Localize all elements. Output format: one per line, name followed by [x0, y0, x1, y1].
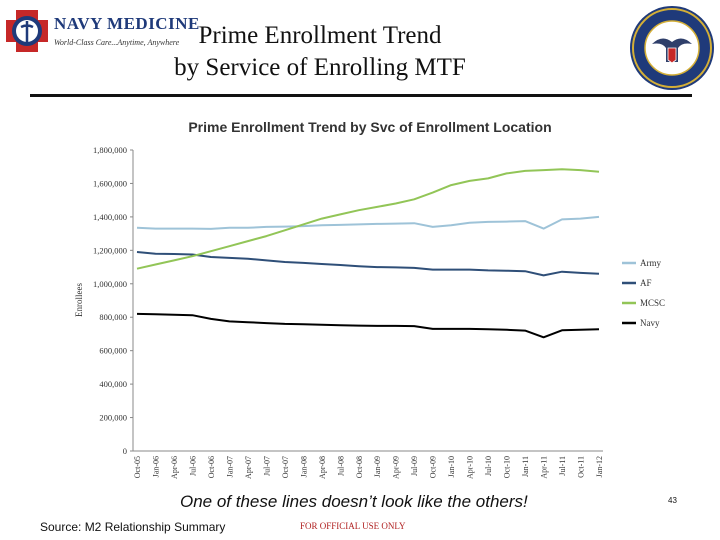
y-tick-label: 1,200,000 [93, 245, 127, 255]
x-tick-label: Jul-06 [188, 456, 197, 476]
legend-label-navy: Navy [640, 318, 660, 328]
x-tick-label: Apr-06 [170, 456, 179, 479]
y-tick-label: 400,000 [99, 379, 127, 389]
source-note: Source: M2 Relationship Summary [40, 520, 226, 534]
x-tick-label: Jan-07 [225, 456, 234, 477]
x-axis-ticks: Oct-05 Jan-06 Apr-06 Jul-06 Oct-06 Jan-07 Apr-… [133, 456, 604, 479]
x-tick-label: Jan-10 [447, 456, 456, 477]
y-axis-ticks: 0 200,000 400,000 600,000 800,000 1,000,000 1,… [93, 145, 133, 456]
chart-caption: One of these lines doesn’t look like the… [180, 492, 528, 511]
page-title-line-2: by Service of Enrolling MTF [174, 54, 466, 81]
x-tick-label: Oct-11 [577, 456, 586, 478]
chart-legend: Army AF MCSC Navy [622, 258, 665, 328]
series-line-af [136, 251, 600, 277]
page-title-line-1: Prime Enrollment Trend [198, 22, 442, 49]
x-tick-label: Jul-10 [484, 456, 493, 476]
navy-medicine-emblem-icon [6, 10, 48, 52]
x-tick-label: Oct-08 [355, 456, 364, 478]
header-divider [30, 94, 692, 97]
x-tick-label: Oct-09 [429, 456, 438, 478]
y-tick-label: 1,600,000 [93, 178, 127, 188]
series-line-mcsc [136, 168, 600, 270]
navy-department-seal-icon [630, 6, 714, 90]
x-tick-label: Oct-05 [133, 456, 142, 478]
x-tick-label: Apr-07 [244, 456, 253, 479]
x-tick-label: Apr-11 [540, 456, 549, 479]
x-tick-label: Oct-10 [503, 456, 512, 478]
y-tick-label: 800,000 [99, 312, 127, 322]
legend-label-mcsc: MCSC [640, 298, 665, 308]
x-tick-label: Apr-09 [392, 456, 401, 479]
x-tick-label: Apr-10 [466, 456, 475, 479]
chart-title: Prime Enrollment Trend by Svc of Enrollm… [188, 119, 551, 135]
logo-text: NAVY MEDICINE [54, 14, 200, 33]
x-tick-label: Oct-06 [207, 456, 216, 478]
x-tick-label: Jan-06 [151, 456, 160, 477]
y-tick-label: 1,000,000 [93, 279, 127, 289]
x-tick-label: Apr-08 [318, 456, 327, 479]
chart-series [136, 168, 600, 339]
page-title: Prime Enrollment Trend by Service of Enr… [150, 20, 490, 84]
y-tick-label: 1,400,000 [93, 212, 127, 222]
page-number: 43 [668, 496, 677, 505]
y-tick-label: 0 [123, 446, 127, 456]
x-tick-label: Jul-09 [410, 456, 419, 476]
x-tick-label: Jul-11 [558, 456, 567, 476]
y-axis-label: Enrollees [74, 283, 84, 317]
y-tick-label: 200,000 [99, 413, 127, 423]
y-tick-label: 600,000 [99, 346, 127, 356]
legend-label-army: Army [640, 258, 661, 268]
legend-label-af: AF [640, 278, 652, 288]
series-line-navy [136, 312, 600, 339]
x-tick-label: Jan-12 [595, 456, 604, 477]
series-line-army [136, 215, 600, 230]
x-tick-label: Jan-11 [521, 456, 530, 477]
y-tick-label: 1,800,000 [93, 145, 127, 155]
logo-tagline: World-Class Care...Anytime, Anywhere [54, 38, 180, 47]
x-tick-label: Jul-08 [336, 456, 345, 476]
classification-marking: FOR OFFICIAL USE ONLY [300, 521, 406, 531]
x-tick-label: Jul-07 [262, 456, 271, 476]
x-tick-label: Oct-07 [281, 456, 290, 478]
x-tick-label: Jan-08 [299, 456, 308, 477]
chart-axes [132, 150, 603, 452]
navy-medicine-logo: NAVY MEDICINE World-Class Care...Anytime… [2, 6, 199, 58]
x-tick-label: Jan-09 [373, 456, 382, 477]
